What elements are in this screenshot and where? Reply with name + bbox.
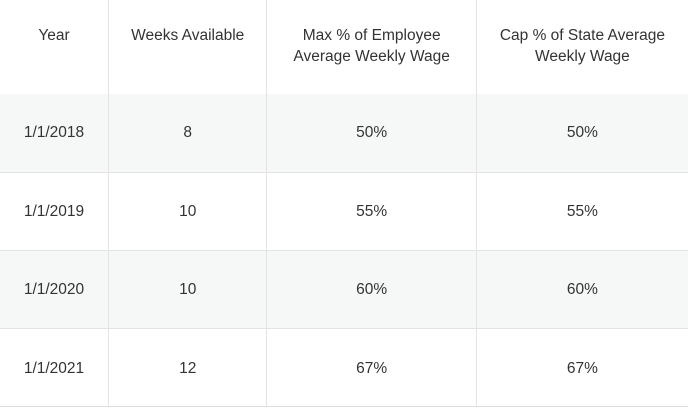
cell-weeks: 8 bbox=[108, 94, 268, 173]
header-max-employee-wage: Max % of Employee Average Weekly Wage bbox=[266, 0, 477, 94]
cell-weeks: 10 bbox=[108, 250, 268, 330]
table-row: 1/1/2021 12 67% 67% bbox=[0, 328, 688, 407]
cell-max-pct: 55% bbox=[266, 172, 477, 252]
table-row: 1/1/2019 10 55% 55% bbox=[0, 172, 688, 252]
cell-max-pct: 50% bbox=[266, 94, 477, 173]
cell-year: 1/1/2020 bbox=[0, 250, 110, 330]
cell-cap-pct: 50% bbox=[476, 94, 688, 173]
header-year: Year bbox=[0, 0, 110, 94]
table-bottom-border bbox=[0, 406, 688, 407]
header-cap-state-wage: Cap % of State Average Weekly Wage bbox=[499, 27, 666, 65]
cell-cap-pct: 67% bbox=[566, 359, 598, 377]
cell-max-pct: 60% bbox=[266, 250, 477, 330]
table-row: 1/1/2020 10 60% 60% bbox=[0, 250, 688, 330]
cell-weeks: 12 bbox=[108, 328, 268, 407]
cell-year: 1/1/2018 bbox=[0, 94, 110, 173]
cell-cap-pct: 55% bbox=[476, 172, 688, 252]
cell-year: 1/1/2021 bbox=[0, 328, 110, 407]
cell-weeks: 10 bbox=[108, 172, 268, 252]
cell-year: 1/1/2019 bbox=[0, 172, 110, 252]
table-row: 1/1/2018 8 50% 50% bbox=[0, 94, 688, 173]
cell-cap-pct: 60% bbox=[476, 250, 688, 330]
header-weeks-available: Weeks Available bbox=[108, 0, 268, 94]
table-header-row: Year Weeks Available Max % of Employee A… bbox=[0, 0, 688, 94]
cell-max-pct: 67% bbox=[266, 328, 477, 407]
